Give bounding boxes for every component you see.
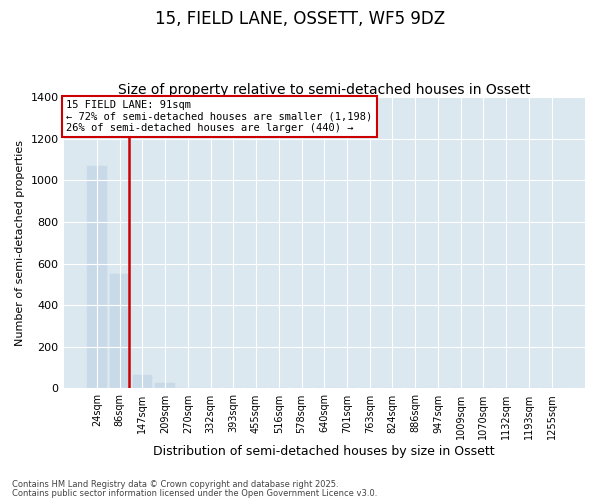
Text: Contains HM Land Registry data © Crown copyright and database right 2025.: Contains HM Land Registry data © Crown c… [12,480,338,489]
Bar [87,166,107,388]
Bar [133,375,152,388]
Y-axis label: Number of semi-detached properties: Number of semi-detached properties [15,140,25,346]
X-axis label: Distribution of semi-detached houses by size in Ossett: Distribution of semi-detached houses by … [154,444,495,458]
Text: Contains public sector information licensed under the Open Government Licence v3: Contains public sector information licen… [12,488,377,498]
Bar [110,274,130,388]
Title: Size of property relative to semi-detached houses in Ossett: Size of property relative to semi-detach… [118,83,530,97]
Text: 15 FIELD LANE: 91sqm
← 72% of semi-detached houses are smaller (1,198)
26% of se: 15 FIELD LANE: 91sqm ← 72% of semi-detac… [66,100,373,133]
Text: 15, FIELD LANE, OSSETT, WF5 9DZ: 15, FIELD LANE, OSSETT, WF5 9DZ [155,10,445,28]
Bar [155,384,175,388]
